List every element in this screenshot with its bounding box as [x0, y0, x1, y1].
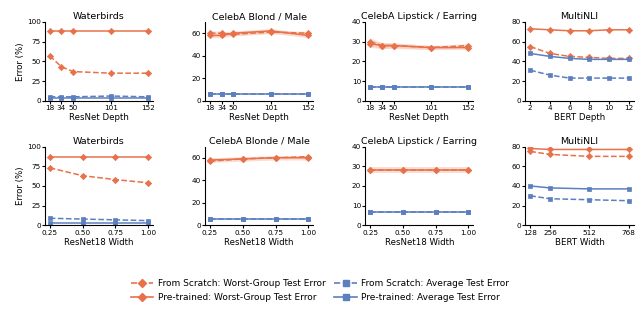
- Y-axis label: Error (%): Error (%): [15, 42, 25, 80]
- Title: Waterbirds: Waterbirds: [73, 12, 125, 21]
- X-axis label: BERT Depth: BERT Depth: [554, 113, 605, 122]
- X-axis label: ResNet18 Width: ResNet18 Width: [225, 238, 294, 247]
- Title: CelebA Blond / Male: CelebA Blond / Male: [212, 12, 307, 21]
- Y-axis label: Error (%): Error (%): [15, 167, 25, 205]
- Title: Waterbirds: Waterbirds: [73, 137, 125, 146]
- X-axis label: ResNet Depth: ResNet Depth: [69, 113, 129, 122]
- X-axis label: ResNet18 Width: ResNet18 Width: [64, 238, 134, 247]
- Legend: From Scratch: Worst-Group Test Error, Pre-trained: Worst-Group Test Error, From : From Scratch: Worst-Group Test Error, Pr…: [127, 276, 513, 305]
- Title: MultiNLI: MultiNLI: [561, 137, 598, 146]
- X-axis label: ResNet18 Width: ResNet18 Width: [385, 238, 454, 247]
- Title: CelebA Lipstick / Earring: CelebA Lipstick / Earring: [362, 12, 477, 21]
- Title: MultiNLI: MultiNLI: [561, 12, 598, 21]
- X-axis label: ResNet Depth: ResNet Depth: [389, 113, 449, 122]
- X-axis label: ResNet Depth: ResNet Depth: [229, 113, 289, 122]
- Title: CelebA Lipstick / Earring: CelebA Lipstick / Earring: [362, 137, 477, 146]
- X-axis label: BERT Width: BERT Width: [554, 238, 604, 247]
- Title: CelebA Blonde / Male: CelebA Blonde / Male: [209, 137, 310, 146]
